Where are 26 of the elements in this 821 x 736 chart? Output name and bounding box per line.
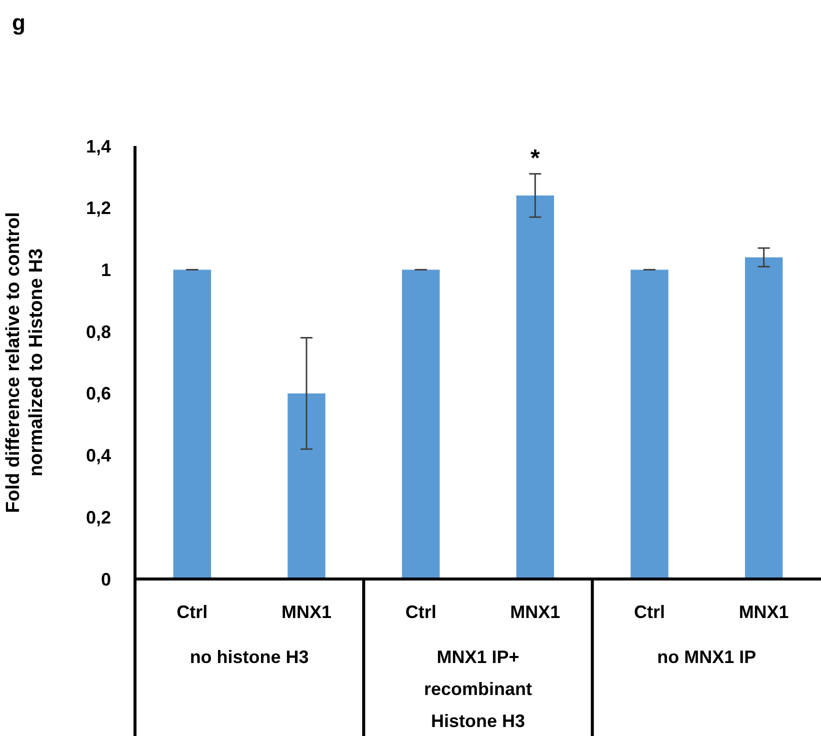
y-tick-label: 0,8 xyxy=(86,322,111,342)
y-tick-label: 0,4 xyxy=(86,446,111,466)
bar xyxy=(288,393,326,579)
y-tick-label: 1 xyxy=(100,260,111,280)
y-tick-label: 1,2 xyxy=(86,198,111,218)
y-tick-label: 0 xyxy=(100,569,111,590)
annotation: * xyxy=(530,144,540,172)
text: no histone H3 xyxy=(190,647,309,667)
bar xyxy=(516,195,554,579)
x-tick-label: Ctrl xyxy=(634,602,665,622)
x-tick-label: Ctrl xyxy=(176,602,208,622)
bar xyxy=(630,270,668,579)
text: MNX1 IP+ recombinant Histone H3 xyxy=(424,647,532,731)
text: no MNX1 IP xyxy=(657,647,756,667)
y-tick-label: 0,6 xyxy=(86,384,111,404)
chart-title: g xyxy=(12,10,26,35)
x-tick-label: MNX1 xyxy=(738,602,789,622)
y-axis-title: Fold difference relative to control normalized to Histone H3 xyxy=(3,212,47,513)
x-tick-label: Ctrl xyxy=(405,602,436,622)
bar xyxy=(173,270,212,579)
y-tick-label: 0,2 xyxy=(86,507,111,528)
y-tick-label: 1,4 xyxy=(86,136,111,156)
x-tick-label: MNX1 xyxy=(510,602,560,622)
bar xyxy=(744,257,783,579)
bar xyxy=(402,270,440,579)
x-tick-label: MNX1 xyxy=(281,602,332,622)
